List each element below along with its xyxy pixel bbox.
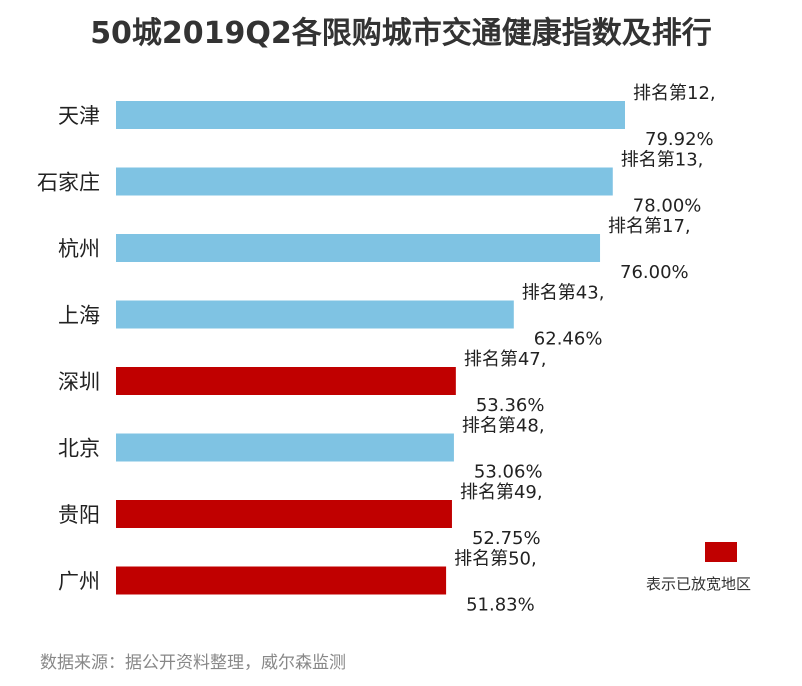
- source-note: 数据来源：据公开资料整理，威尔森监测: [40, 653, 346, 673]
- bar: [116, 300, 514, 329]
- bar: [116, 367, 456, 395]
- category-label: 贵阳: [58, 503, 100, 527]
- rank-label: 排名第12,: [633, 83, 716, 104]
- value-label: 53.36%: [476, 395, 545, 416]
- rank-label: 排名第50,: [454, 549, 537, 570]
- category-label: 天津: [58, 104, 100, 128]
- category-label: 广州: [58, 570, 100, 594]
- value-label: 53.06%: [474, 462, 543, 483]
- category-label: 上海: [58, 304, 100, 328]
- bar: [116, 433, 454, 462]
- bar: [116, 101, 625, 129]
- category-label: 杭州: [58, 237, 100, 261]
- value-label: 79.92%: [645, 129, 714, 150]
- bar: [116, 234, 601, 262]
- value-label: 62.46%: [534, 329, 603, 350]
- value-label: 51.83%: [466, 595, 535, 616]
- bar: [116, 500, 452, 528]
- rank-label: 排名第17,: [608, 216, 691, 237]
- chart-title: 50城2019Q2各限购城市交通健康指数及排行: [90, 16, 712, 51]
- bar: [116, 167, 613, 196]
- rank-label: 排名第43,: [522, 283, 605, 304]
- rank-label: 排名第49,: [460, 482, 543, 503]
- legend-label: 表示已放宽地区: [646, 575, 752, 593]
- rank-label: 排名第13,: [621, 150, 704, 171]
- value-label: 78.00%: [633, 196, 702, 217]
- category-label: 石家庄: [37, 171, 100, 195]
- category-label: 深圳: [58, 370, 100, 394]
- bar: [116, 566, 447, 595]
- legend-swatch: [705, 542, 737, 562]
- value-label: 52.75%: [472, 528, 541, 549]
- rank-label: 排名第47,: [464, 349, 547, 370]
- value-label: 76.00%: [620, 262, 689, 283]
- rank-label: 排名第48,: [462, 416, 545, 437]
- category-label: 北京: [58, 437, 100, 461]
